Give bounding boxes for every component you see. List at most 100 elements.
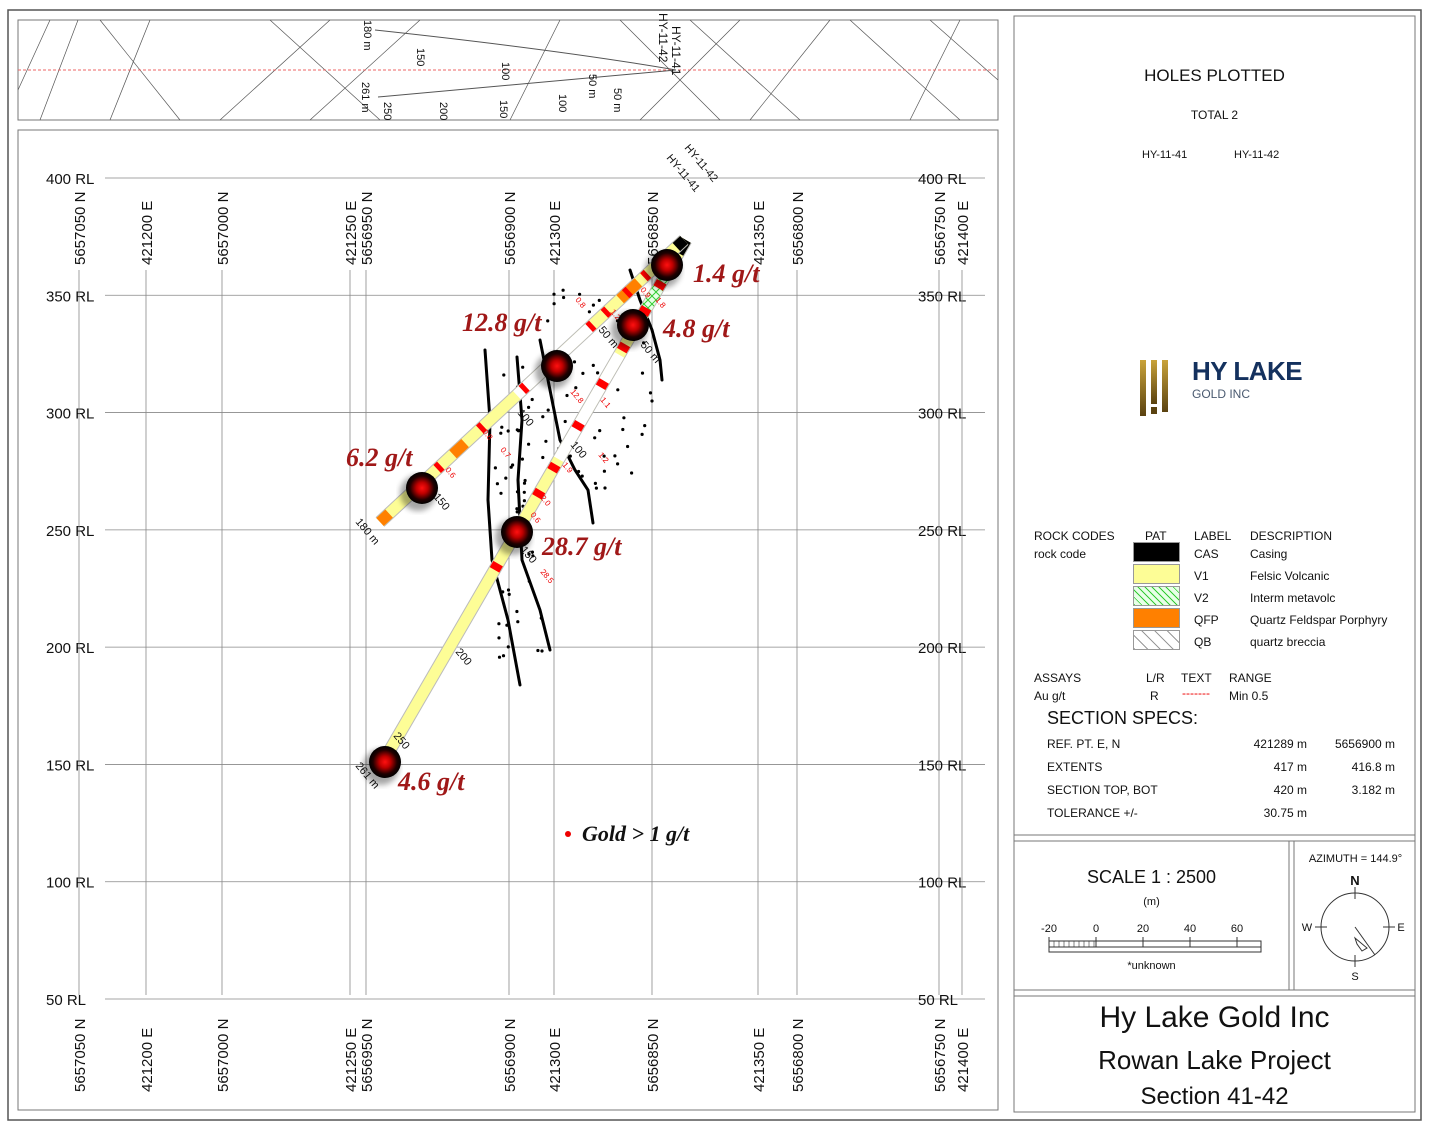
assays-header: TEXT <box>1181 671 1212 685</box>
assay-value: 28.5 <box>538 568 555 586</box>
grid-label-top: 421250 E <box>343 201 360 265</box>
plan-hole-label: HY-11-41 <box>669 26 683 76</box>
outcrop-dot <box>499 491 503 495</box>
grid-label-top: 5656950 N <box>359 192 376 265</box>
compass-n: N <box>1350 873 1359 888</box>
rl-label-left: 400 RL <box>46 171 94 188</box>
legend-subheader: rock code <box>1034 547 1087 561</box>
gold-grade-label: 4.6 g/t <box>397 767 465 796</box>
gold-intercepts: 1.4 g/t 4.8 g/t 12.8 g/t 6.2 g/t 28.7 g/t 4.6… <box>346 249 760 796</box>
gold-grade-label: 12.8 g/t <box>462 308 542 337</box>
outcrop-dot <box>516 429 521 433</box>
outcrop-dot <box>552 302 556 306</box>
outcrop-dot <box>516 620 520 624</box>
rl-label-right: 200 RL <box>918 640 966 657</box>
outcrop-dot <box>506 645 510 649</box>
grid-label-top: 5657000 N <box>215 192 232 265</box>
assays-header: ASSAYS <box>1034 671 1082 685</box>
qfp-interval <box>376 509 393 527</box>
north-arrow-compass: N S W E <box>1302 873 1405 983</box>
outcrop-dot <box>546 319 550 323</box>
outcrop-dot <box>530 550 535 554</box>
assay-interval <box>571 419 585 432</box>
outcrop-dot <box>522 499 527 503</box>
spec-value-1: 421289 m <box>1253 737 1307 751</box>
rock-pattern-swatch <box>1133 630 1180 650</box>
outcrop-dot <box>497 622 501 626</box>
outcrop-dot <box>522 490 526 494</box>
outcrop-dot <box>621 427 625 432</box>
scale-tick-label: 20 <box>1137 923 1149 935</box>
assay-element: Au g/t <box>1034 689 1066 703</box>
plan-depth-label: 150 <box>497 100 509 118</box>
plan-hole-label: HY-11-42 <box>656 13 670 63</box>
assay-value: 0.8 <box>573 296 587 311</box>
assay-interval <box>433 461 445 474</box>
outcrop-dot <box>505 623 509 627</box>
rock-description: Casing <box>1250 547 1288 561</box>
outcrop-dot <box>591 363 595 367</box>
outcrop-dot <box>502 373 506 377</box>
grid-label-bottom: 5657050 N <box>72 1019 89 1092</box>
rl-label-left: 150 RL <box>46 757 94 774</box>
outcrop-dot <box>531 554 535 558</box>
rl-label-right: 50 RL <box>918 992 958 1009</box>
project-title: Rowan Lake Project <box>1098 1045 1331 1075</box>
assay-interval <box>595 378 609 390</box>
section-specs-title: SECTION SPECS: <box>1047 708 1199 728</box>
outcrop-dot <box>521 365 525 369</box>
grid-label-bottom: 421250 E <box>343 1028 360 1092</box>
gold-intercept-sphere <box>369 746 401 778</box>
scale-tick-label: 40 <box>1184 923 1196 935</box>
outcrop-dot <box>527 442 531 446</box>
rl-label-left: 100 RL <box>46 875 94 892</box>
rl-label-left: 200 RL <box>46 640 94 657</box>
grid-label-bottom: 421300 E <box>547 1028 564 1092</box>
scale-bar: -20 0 20 40 60 <box>1041 923 1262 953</box>
gold-intercept-sphere <box>501 516 533 548</box>
outcrop-dot <box>626 444 630 449</box>
outcrop-dot <box>561 288 565 292</box>
grid-label-top: 5656800 N <box>790 192 807 265</box>
gold-intercept-sphere <box>406 472 438 504</box>
compass-e: E <box>1397 922 1404 934</box>
hole-item: HY-11-41 <box>1142 149 1188 161</box>
outcrop-dot <box>506 588 511 592</box>
outcrop-dot <box>527 579 531 583</box>
grid-label-top: 421200 E <box>139 201 156 265</box>
hole-item: HY-11-42 <box>1234 149 1280 161</box>
spec-value-1: 417 m <box>1273 760 1307 774</box>
assay-interval <box>475 422 488 434</box>
outcrop-dot <box>497 655 502 659</box>
section-title: Section 41-42 <box>1140 1083 1289 1110</box>
outcrop-dot <box>501 590 505 594</box>
outcrop-dot <box>495 482 499 486</box>
rl-label-right: 300 RL <box>918 406 966 423</box>
outcrop-dot <box>507 592 511 597</box>
grid-label-top: 421300 E <box>547 201 564 265</box>
gold-grade-label: 4.8 g/t <box>662 314 730 343</box>
outcrop-dot <box>597 298 601 302</box>
outcrop-dot <box>613 454 617 458</box>
outcrop-dot <box>616 388 620 392</box>
outer-frame <box>7 9 1422 1121</box>
outcrop-dot <box>515 609 519 614</box>
hole-length-label: 180 m <box>353 516 382 547</box>
section-grid: 400 RL 400 RL 350 RL 350 RL 300 RL 300 RL 250 … <box>46 171 985 1092</box>
spec-label: TOLERANCE +/- <box>1047 806 1138 820</box>
outcrop-dot <box>544 439 548 443</box>
rl-label-left: 50 RL <box>46 992 86 1009</box>
rl-label-right: 150 RL <box>918 757 966 774</box>
outcrop-dot <box>506 429 510 433</box>
assay-value: 12.8 <box>568 388 585 406</box>
outcrop-dot <box>630 471 634 475</box>
grid-label-top: 421400 E <box>955 201 972 265</box>
rock-pattern-swatch <box>1133 586 1180 606</box>
grid-label-bottom: 5656900 N <box>502 1019 519 1092</box>
plan-grid-line <box>17 19 51 91</box>
legend-header: DESCRIPTION <box>1250 529 1333 543</box>
spec-value-2: 3.182 m <box>1351 783 1395 797</box>
outcrop-dot <box>593 481 598 485</box>
outcrop-dot <box>504 476 508 480</box>
assay-interval <box>600 306 612 318</box>
